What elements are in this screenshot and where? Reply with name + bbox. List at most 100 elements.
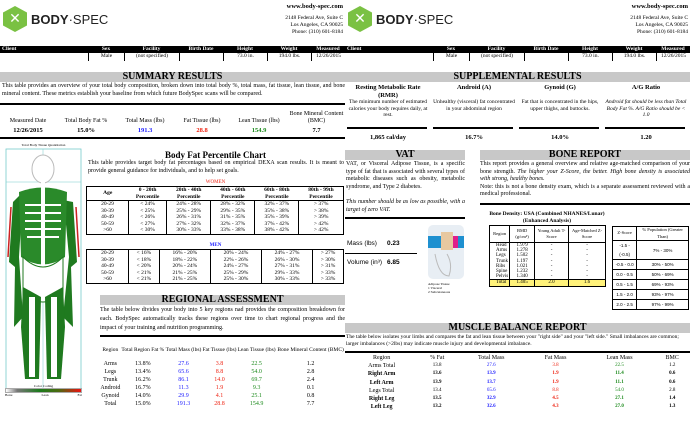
summary-value: 12/26/2015 [13, 127, 43, 134]
bone-header: Young Adult T-Score [533, 225, 570, 243]
percentile-cell: > 38% [298, 207, 344, 214]
supplemental-col-value: 1.20 [640, 134, 652, 141]
divider [347, 127, 427, 129]
client-header-2: Facility [142, 46, 161, 52]
percentile-cell: 25% - 30% [209, 276, 263, 283]
percentile-cell: > 37% [298, 200, 344, 208]
regional-cell: 1.9 [215, 385, 224, 391]
address-line-1: 2148 Federal Ave, Suite C [630, 15, 688, 21]
z-cell: 93% - 97% [636, 289, 689, 300]
muscle-cell: 1.9 [552, 379, 559, 385]
men-percentile-table: 20-29 < 16% 16% - 20% 20% - 24% 24% - 27% > 2… [86, 249, 344, 284]
vat-mass-value: 0.23 [387, 240, 400, 247]
legend-bone: Bone [5, 393, 13, 397]
regional-cell: Trunk [103, 377, 118, 383]
bone-cell: - [533, 258, 570, 264]
left-logo: ✕ BODY·SPEC [3, 5, 123, 33]
bone-cell: Ribs [488, 263, 511, 270]
percentile-cell: 50-59 [86, 269, 129, 276]
divider [480, 203, 690, 205]
z-cell: 0.5 - 1.5 [611, 279, 638, 290]
muscle-header-row: Region % Fat Total Mass Fat Mass Lean Mass BM… [345, 355, 690, 362]
summary-col-4: Lean Tissue (lbs) 154.9 [230, 107, 288, 137]
summary-header: Measured Date [9, 117, 47, 124]
regional-row: Total 15.0% 191.3 28.8 154.9 7.7 [100, 400, 345, 408]
muscle-description-text: The table below isolates your limbs and … [346, 334, 679, 347]
muscle-cell: 0.6 [669, 379, 676, 385]
summary-col-3: Fat Tissue (lbs) 28.8 [174, 107, 230, 137]
body-scan-image: Total Body Tissue Quantitation [5, 143, 82, 393]
percentile-header: 0 - 20th Percentile [128, 186, 167, 201]
percentile-cell: 29% - 33% [261, 269, 314, 276]
brand-bold: BODY [376, 11, 414, 27]
percentile-cell: >60 [86, 227, 129, 234]
phone: Phone: (310) 601-8184 [636, 29, 688, 35]
percentile-description: This table provides target body fat perc… [88, 160, 344, 175]
bone-cell: Arms [488, 248, 511, 254]
client-header-0: Client [347, 46, 362, 52]
z-row: 0.5 - 1.5 69% - 93% [611, 279, 689, 290]
summary-header: Bone Mineral Content (BMC) [289, 111, 344, 124]
z-row: 0.0 - 0.5 50% - 69% [611, 269, 689, 280]
regional-cell: 16.7% [135, 385, 151, 391]
client-value-0 [0, 53, 88, 61]
regional-cell: 16.2% [135, 377, 151, 383]
website: www.body-spec.com [286, 3, 343, 10]
vat-mass: Mass (lbs) 0.23 [347, 240, 422, 250]
percentile-cell: > 42% [298, 227, 344, 234]
percentile-cell: 38% - 42% [254, 227, 300, 234]
muscle-description: The table below isolates your limbs and … [346, 334, 689, 348]
summary-col-2: Total Mass (lbs) 191.3 [116, 107, 174, 137]
client-header-1: Sex [446, 46, 456, 52]
bone-cell: - [568, 258, 606, 264]
supplemental-col-value: 14.0% [551, 134, 569, 141]
summary-title: SUMMARY RESULTS [0, 72, 345, 82]
muscle-cell: 0.6 [669, 371, 676, 377]
right-client-values: Male (not specified) 73.0 in. 194.0 lbs. 12/… [345, 53, 690, 61]
summary-description: This table provides an overview of your … [2, 83, 345, 98]
regional-header: Total Region Fat % [121, 346, 165, 353]
muscle-row: Left Arm 13.9 13.7 1.9 11.1 0.6 [345, 379, 690, 387]
bone-cell: 2.0 [533, 279, 570, 287]
vat-legend: Adipose Tissue 1 Visceral 2 Subcutaneous [428, 282, 468, 298]
muscle-cell: 13.9 [432, 379, 442, 385]
brand-name: BODY·SPEC [31, 12, 108, 27]
divider [0, 103, 345, 105]
brand-light: ·SPEC [413, 11, 454, 27]
left-client-values: Male (not specified) 73.0 in. 194.0 lbs. 12/… [0, 53, 345, 61]
client-header-6: Measured [661, 46, 685, 52]
bone-cell: - [533, 248, 570, 254]
bone-text-italic: The higher your Z-Score, the better. Hig… [480, 168, 690, 183]
muscle-cell: 1.4 [669, 396, 676, 402]
supplemental-col-title: Gynoid (G) [544, 84, 576, 91]
left-client-header: Client Sex Facility Birth Date Height Weight M… [0, 46, 345, 53]
bone-cell: - [568, 242, 606, 249]
percentile-cell: < 30% [127, 227, 168, 234]
vat-legend-item: 2 Subcutaneous [428, 290, 451, 294]
client-header-4: Height [237, 46, 253, 52]
muscle-cell: 1.9 [552, 371, 559, 377]
regional-header-row: Region Total Region Fat % Total Mass (lbs)… [100, 340, 345, 360]
z-cell: 69% - 93% [636, 279, 689, 290]
client-value-5: 194.0 lbs. [267, 53, 311, 61]
regional-row: Trunk 16.2% 86.1 14.0 69.7 2.4 [100, 376, 345, 384]
supplemental-col-1: Android (A) Unhealthy (visceral) fat conc… [433, 84, 515, 112]
client-header-0: Client [2, 46, 17, 52]
percentile-header: 60th - 80th Percentile [254, 186, 299, 201]
percentile-cell: 28% - 32% [210, 200, 256, 208]
percentile-row: 20-29 < 16% 16% - 20% 20% - 24% 24% - 27% > 2… [86, 249, 344, 257]
regional-cell: 2.4 [306, 377, 315, 383]
address-line-2: Los Angeles, CA 90025 [635, 22, 688, 28]
z-row: 2.0 - 2.5 97% - 99% [611, 299, 689, 310]
vat-title-label: VAT [395, 149, 415, 160]
vat-title: VAT [345, 150, 465, 160]
bone-cell: - [568, 274, 606, 280]
client-value-5: 194.0 lbs. [612, 53, 656, 61]
z-header-row: Z-Score% Population (Greater Than) [611, 226, 689, 241]
color-coding-labels: Bone Lean Fat [5, 393, 82, 397]
bone-cell: Pelvis [488, 274, 511, 280]
regional-header: Bone Mineral Content (BMC) [277, 346, 344, 353]
summary-value: 7.7 [312, 127, 321, 134]
regional-cell: 13.4% [135, 369, 151, 375]
percentile-cell: > 42% [298, 220, 344, 227]
